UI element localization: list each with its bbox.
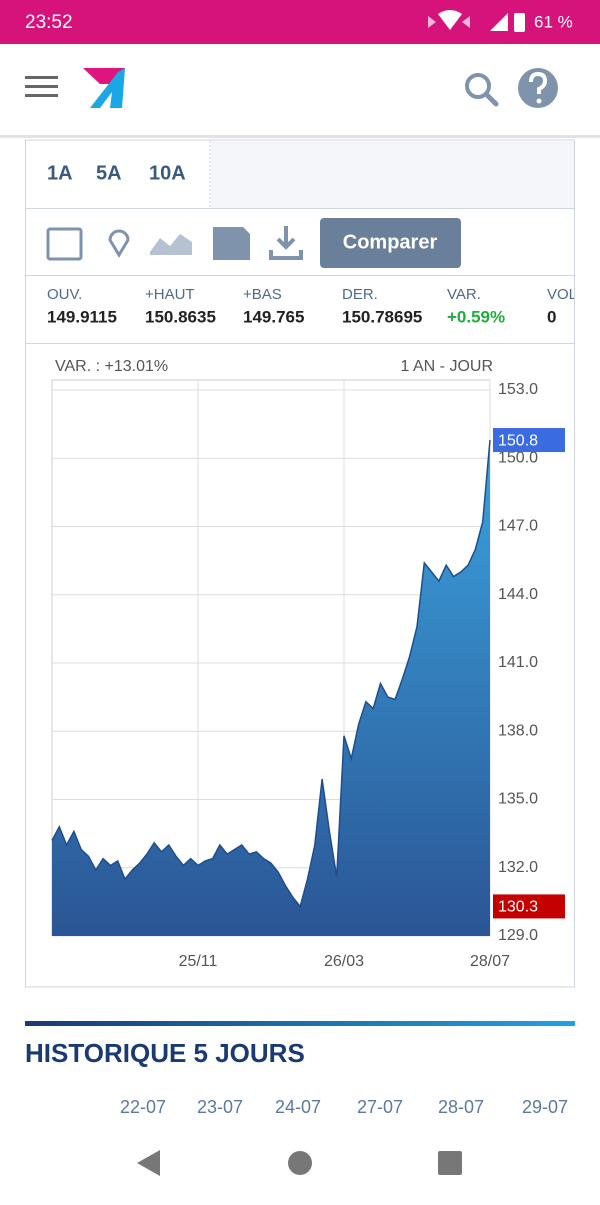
- history-date[interactable]: 24-07: [275, 1097, 321, 1117]
- y-tick-label: 138.0: [498, 722, 538, 739]
- menu-line: [25, 76, 58, 79]
- range-tab[interactable]: 10A: [149, 162, 186, 184]
- stat-value: 149.9115: [47, 307, 117, 326]
- chart-title: VAR. : +13.01%: [55, 358, 168, 375]
- history-date[interactable]: 27-07: [357, 1097, 403, 1117]
- price-tag-label: 130.3: [498, 899, 538, 916]
- stat-label: VOL.: [547, 286, 581, 303]
- y-tick-label: 129.0: [498, 927, 538, 944]
- x-tick-label: 26/03: [324, 953, 364, 970]
- price-tag: [493, 428, 565, 453]
- calendar-icon[interactable]: [46, 227, 83, 261]
- nav-back[interactable]: [137, 1150, 160, 1176]
- menu-line: [25, 94, 58, 97]
- stat-label: +HAUT: [145, 286, 195, 303]
- help-icon: [529, 71, 548, 94]
- history-date[interactable]: 23-07: [197, 1097, 243, 1117]
- chart-subtitle: 1 AN - JOUR: [401, 358, 493, 375]
- x-tick-label: 25/11: [179, 953, 218, 970]
- section-bar: [25, 1021, 575, 1026]
- header-shadow: [0, 135, 600, 138]
- stat-value: 150.78695: [342, 307, 422, 326]
- stat-value: +0.59%: [447, 307, 505, 326]
- search-icon: [465, 73, 491, 99]
- menu-button[interactable]: [25, 76, 58, 97]
- help-button[interactable]: [518, 68, 558, 108]
- history-date[interactable]: 28-07: [438, 1097, 484, 1117]
- y-tick-label: 132.0: [498, 859, 538, 876]
- wifi-icon: [438, 10, 462, 30]
- stat-value: 150.8635: [145, 307, 216, 326]
- nav-home[interactable]: [288, 1151, 312, 1175]
- history-date[interactable]: 29-07: [522, 1097, 568, 1117]
- chart-type-icon[interactable]: [150, 234, 192, 255]
- y-tick-label: 150.0: [498, 449, 538, 466]
- save-icon[interactable]: [213, 227, 250, 260]
- search-icon: [483, 91, 499, 107]
- nav-recent[interactable]: [438, 1151, 462, 1175]
- app-header: [0, 44, 600, 136]
- stat-value: 149.765: [243, 307, 304, 326]
- y-tick-label: 141.0: [498, 654, 538, 671]
- y-tick-label: 153.0: [498, 381, 538, 398]
- signal-icon: [490, 13, 508, 31]
- y-tick-label: 147.0: [498, 518, 538, 535]
- tab-filler: [211, 141, 574, 208]
- y-tick-label: 135.0: [498, 791, 538, 808]
- stat-label: +BAS: [243, 286, 282, 303]
- search-button[interactable]: [465, 73, 499, 107]
- history-date[interactable]: 22-07: [120, 1097, 166, 1117]
- section-title: HISTORIQUE 5 JOURS: [25, 1038, 305, 1068]
- price-line: [51, 439, 491, 909]
- stat-label: DER.: [342, 286, 378, 303]
- area-fill: [52, 440, 490, 936]
- price-tag: [493, 894, 565, 919]
- download-icon[interactable]: [269, 226, 303, 260]
- logo[interactable]: [83, 68, 125, 108]
- help-icon: [536, 98, 542, 104]
- menu-line: [25, 85, 58, 88]
- logo-part: [90, 68, 125, 108]
- y-tick-label: 144.0: [498, 586, 538, 603]
- stat-label: OUV.: [47, 286, 82, 303]
- compare-label: Comparer: [343, 231, 438, 253]
- compare-button[interactable]: [320, 218, 461, 268]
- stat-label: VAR.: [447, 286, 481, 303]
- range-tab[interactable]: 5A: [96, 162, 122, 184]
- status-bar: [0, 0, 600, 44]
- x-tick-label: 28/07: [470, 953, 510, 970]
- battery-level: 61 %: [534, 12, 573, 31]
- time: 23:52: [25, 12, 73, 33]
- range-tab[interactable]: 1A: [47, 162, 73, 184]
- stat-value: 0: [547, 307, 556, 326]
- battery-icon: [514, 13, 525, 32]
- price-tag-label: 150.8: [498, 432, 538, 449]
- location-icon[interactable]: [108, 229, 130, 258]
